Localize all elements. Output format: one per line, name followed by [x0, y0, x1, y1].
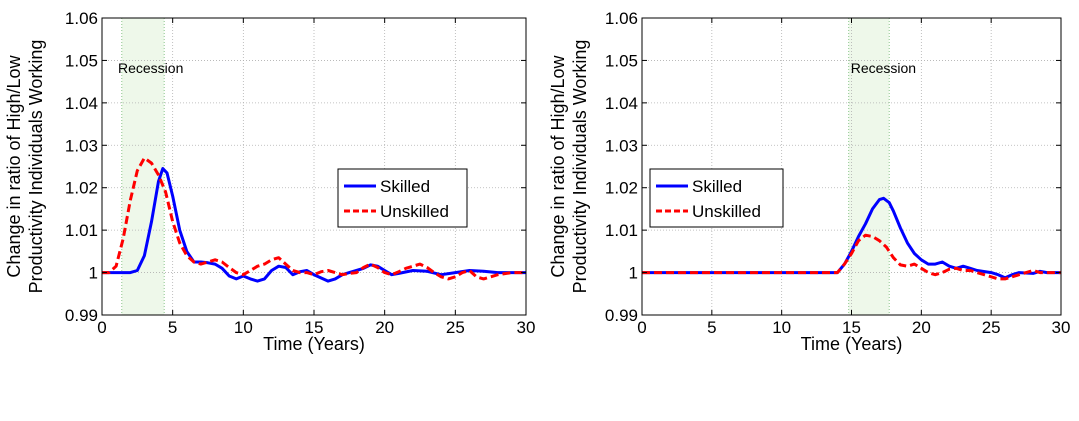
y-tick-label: 1.05	[65, 51, 98, 70]
y-tick-label: 1.02	[605, 179, 638, 198]
plot-area	[102, 18, 526, 315]
y-tick-label: 1	[89, 264, 98, 283]
y-tick-label: 0.99	[605, 306, 638, 325]
series-line-unskilled	[642, 233, 1061, 281]
x-tick-label: 5	[707, 318, 716, 337]
chart-panel-2: Recession 0 5 10 15 20 25 30 0.99 1 1.01 1.02 1.03 1.…	[548, 9, 1070, 354]
recession-band	[848, 18, 890, 315]
x-tick-label: 30	[517, 318, 536, 337]
y-axis-label: Change in ratio of High/Low	[548, 54, 568, 277]
x-tick-label: 15	[305, 318, 324, 337]
legend-label-skilled: Skilled	[380, 177, 430, 196]
y-tick-label: 1	[629, 264, 638, 283]
legend-label-unskilled: Unskilled	[692, 202, 761, 221]
series-line-skilled	[642, 196, 1061, 280]
y-tick-label: 1.01	[65, 221, 98, 240]
recession-label: Recession	[118, 60, 183, 76]
y-tick-label: 1.04	[65, 94, 98, 113]
legend-label-unskilled: Unskilled	[380, 202, 449, 221]
x-tick-label: 10	[772, 318, 791, 337]
series-line-unskilled	[102, 156, 526, 281]
y-tick-label: 1.03	[605, 136, 638, 155]
x-tick-label: 20	[912, 318, 931, 337]
x-tick-label: 5	[168, 318, 177, 337]
x-axis-label: Time (Years)	[263, 334, 365, 354]
y-tick-label: 1.05	[605, 51, 638, 70]
x-axis-label: Time (Years)	[801, 334, 903, 354]
x-tick-label: 10	[234, 318, 253, 337]
y-tick-label: 1.06	[605, 9, 638, 28]
x-tick-label: 20	[375, 318, 394, 337]
y-tick-label: 1.02	[65, 179, 98, 198]
x-tick-label: 0	[637, 318, 646, 337]
x-tick-label: 25	[446, 318, 465, 337]
y-tick-label: 0.99	[65, 306, 98, 325]
y-axis-label: Productivity Individuals Working	[26, 40, 46, 294]
legend-label-skilled: Skilled	[692, 177, 742, 196]
legend: Skilled Unskilled	[649, 168, 784, 228]
series-line-skilled	[102, 167, 526, 283]
x-tick-label: 15	[842, 318, 861, 337]
recession-band	[121, 18, 165, 315]
y-tick-label: 1.03	[65, 136, 98, 155]
y-axis-label: Productivity Individuals Working	[570, 40, 590, 294]
legend: Skilled Unskilled	[337, 168, 468, 228]
y-tick-label: 1.04	[605, 94, 638, 113]
legend-box	[337, 168, 468, 228]
x-tick-label: 25	[982, 318, 1001, 337]
chart-panel-1: Recession 0 5 10 15 20 25 30 0.99 1 1.01 1.02 1.03 1.…	[4, 9, 535, 354]
x-tick-label: 30	[1052, 318, 1071, 337]
y-tick-label: 1.06	[65, 9, 98, 28]
y-tick-label: 1.01	[605, 221, 638, 240]
y-axis-label: Change in ratio of High/Low	[4, 54, 24, 277]
x-tick-label: 0	[97, 318, 106, 337]
recession-label: Recession	[851, 60, 916, 76]
legend-box	[649, 168, 784, 228]
